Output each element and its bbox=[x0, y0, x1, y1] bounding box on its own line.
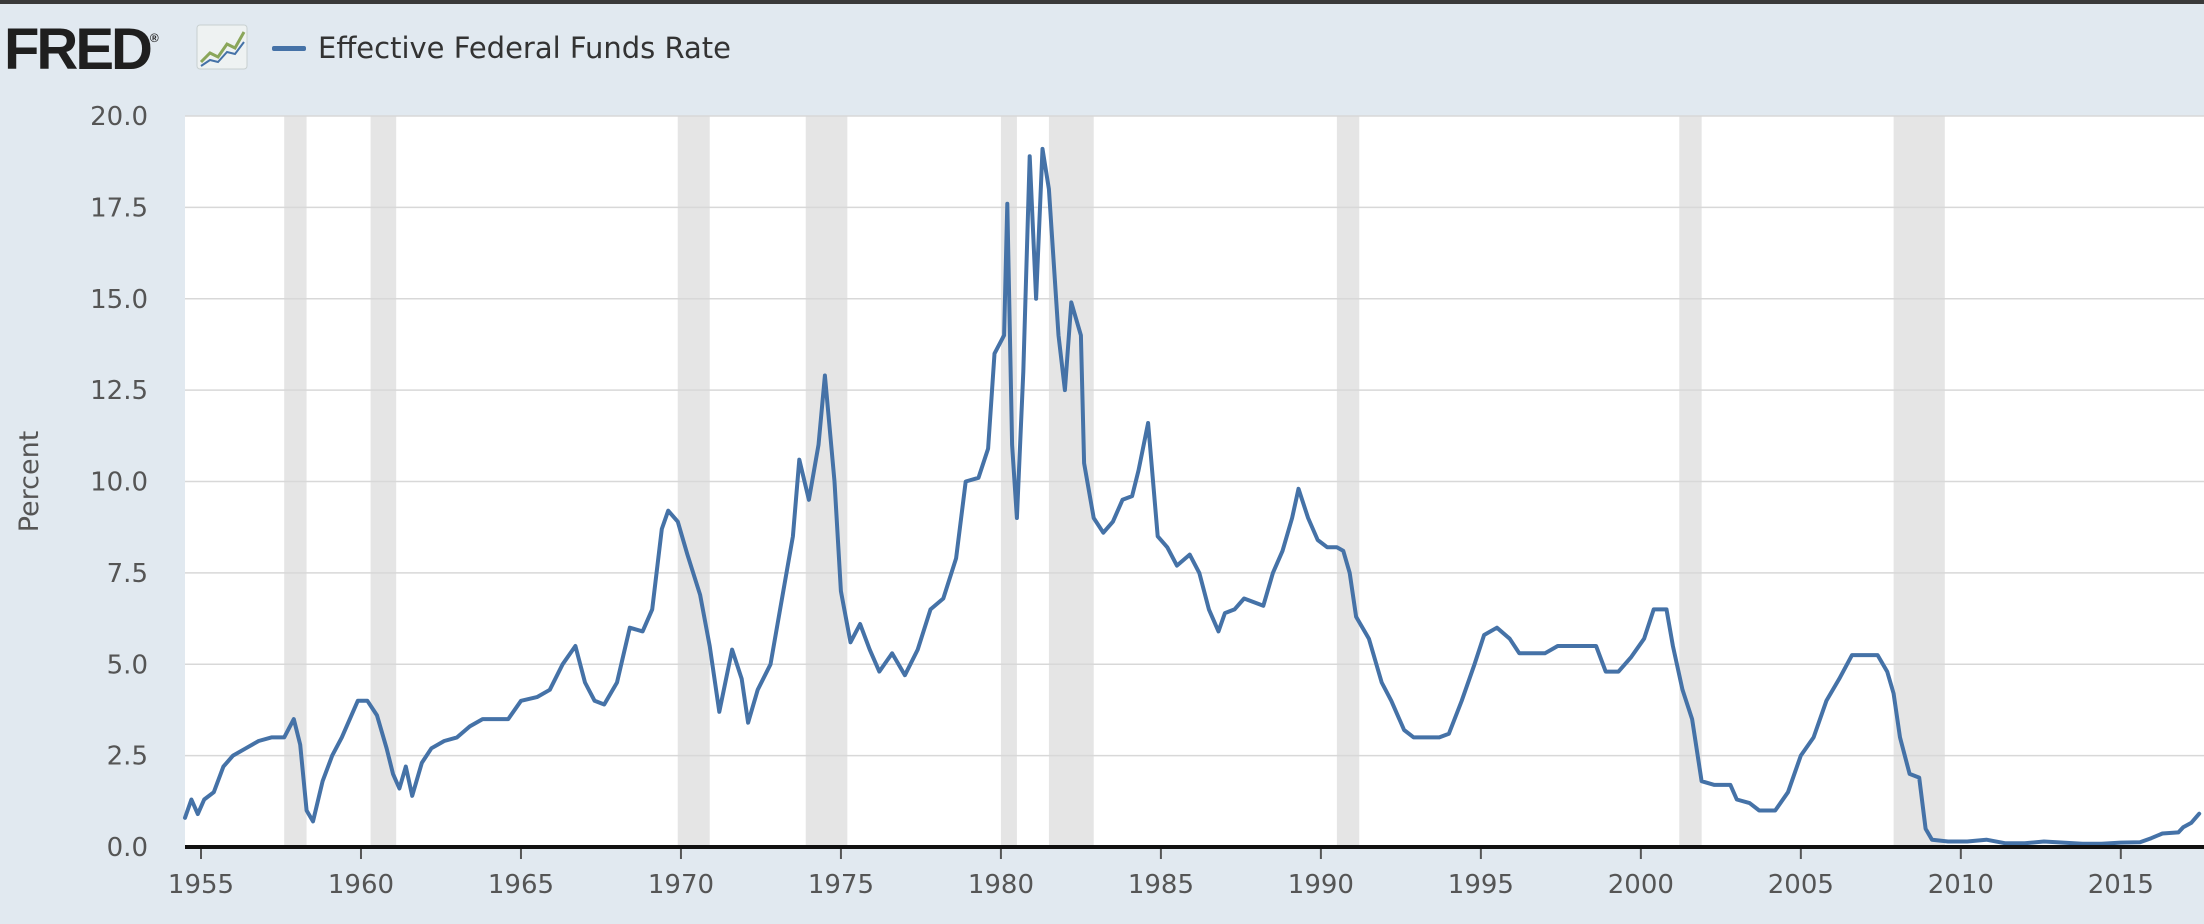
top-border bbox=[0, 0, 2204, 4]
x-tick-label: 1980 bbox=[968, 870, 1034, 900]
y-tick-label: 20.0 bbox=[90, 102, 148, 132]
y-tick-label: 12.5 bbox=[90, 376, 148, 406]
y-axis-title: Percent bbox=[14, 431, 45, 533]
line-graph-icon[interactable] bbox=[196, 24, 248, 70]
series-line-0 bbox=[183, 146, 2202, 846]
x-tick-label: 2015 bbox=[2088, 870, 2154, 900]
legend-swatch bbox=[272, 46, 306, 51]
x-tick-label: 2000 bbox=[1608, 870, 1674, 900]
y-tick-label: 15.0 bbox=[90, 285, 148, 315]
series-layer bbox=[183, 146, 2202, 846]
chart-header: FRED® Effective Federal Funds Rate bbox=[0, 4, 2204, 100]
x-tick-label: 1975 bbox=[808, 870, 874, 900]
x-tick-label: 1990 bbox=[1288, 870, 1354, 900]
x-tick-label: 1985 bbox=[1128, 870, 1194, 900]
logo-text: FRED bbox=[4, 17, 153, 82]
fred-logo[interactable]: FRED® bbox=[4, 14, 159, 86]
axes: 0.0 2.5 5.0 7.5 10.0 12.5 15.0 17.5 20.0 1955 1960… bbox=[90, 102, 2204, 900]
registered-mark: ® bbox=[149, 31, 159, 45]
x-tick-label: 2005 bbox=[1768, 870, 1834, 900]
y-tick-label: 10.0 bbox=[90, 468, 148, 498]
y-tick-label: 17.5 bbox=[90, 193, 148, 223]
x-tick-label: 1965 bbox=[488, 870, 554, 900]
x-tick-label: 1970 bbox=[648, 870, 714, 900]
x-tick-label: 1955 bbox=[168, 870, 234, 900]
x-tick-label: 2010 bbox=[1928, 870, 1994, 900]
grid-lines bbox=[185, 115, 2204, 757]
x-tick-label: 1960 bbox=[328, 870, 394, 900]
y-tick-label: 0.0 bbox=[107, 833, 148, 863]
y-tick-label: 7.5 bbox=[107, 559, 148, 589]
y-tick-label: 2.5 bbox=[107, 742, 148, 772]
legend-label: Effective Federal Funds Rate bbox=[318, 31, 731, 65]
x-tick-label: 1995 bbox=[1448, 870, 1514, 900]
y-tick-label: 5.0 bbox=[107, 650, 148, 680]
